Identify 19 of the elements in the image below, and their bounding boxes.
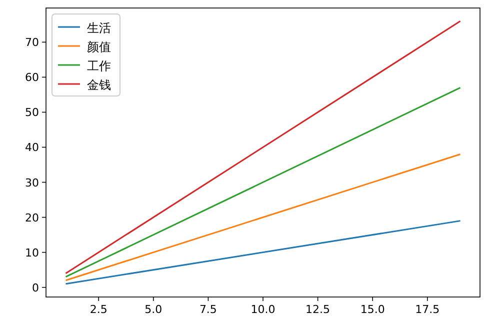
x-tick-label: 15.0 xyxy=(360,303,385,316)
y-tick-label: 30 xyxy=(25,176,39,190)
y-tick-label: 60 xyxy=(25,71,39,84)
legend-label: 颜值 xyxy=(87,40,111,54)
legend-label: 金钱 xyxy=(87,78,111,92)
x-tick-label: 5.0 xyxy=(144,303,162,316)
y-tick-label: 10 xyxy=(25,246,39,260)
y-tick-label: 40 xyxy=(25,141,39,154)
x-tick-label: 10.0 xyxy=(250,303,276,316)
legend-label: 生活 xyxy=(87,21,111,35)
x-tick-label: 17.5 xyxy=(415,303,440,316)
y-tick-label: 50 xyxy=(25,106,39,120)
y-tick-label: 0 xyxy=(32,281,39,294)
y-tick-label: 20 xyxy=(25,211,39,224)
y-tick-label: 70 xyxy=(25,36,39,50)
x-tick-label: 7.5 xyxy=(199,303,217,316)
legend-label: 工作 xyxy=(87,59,111,73)
x-tick-label: 2.5 xyxy=(90,303,108,316)
x-tick-label: 12.5 xyxy=(306,303,330,316)
